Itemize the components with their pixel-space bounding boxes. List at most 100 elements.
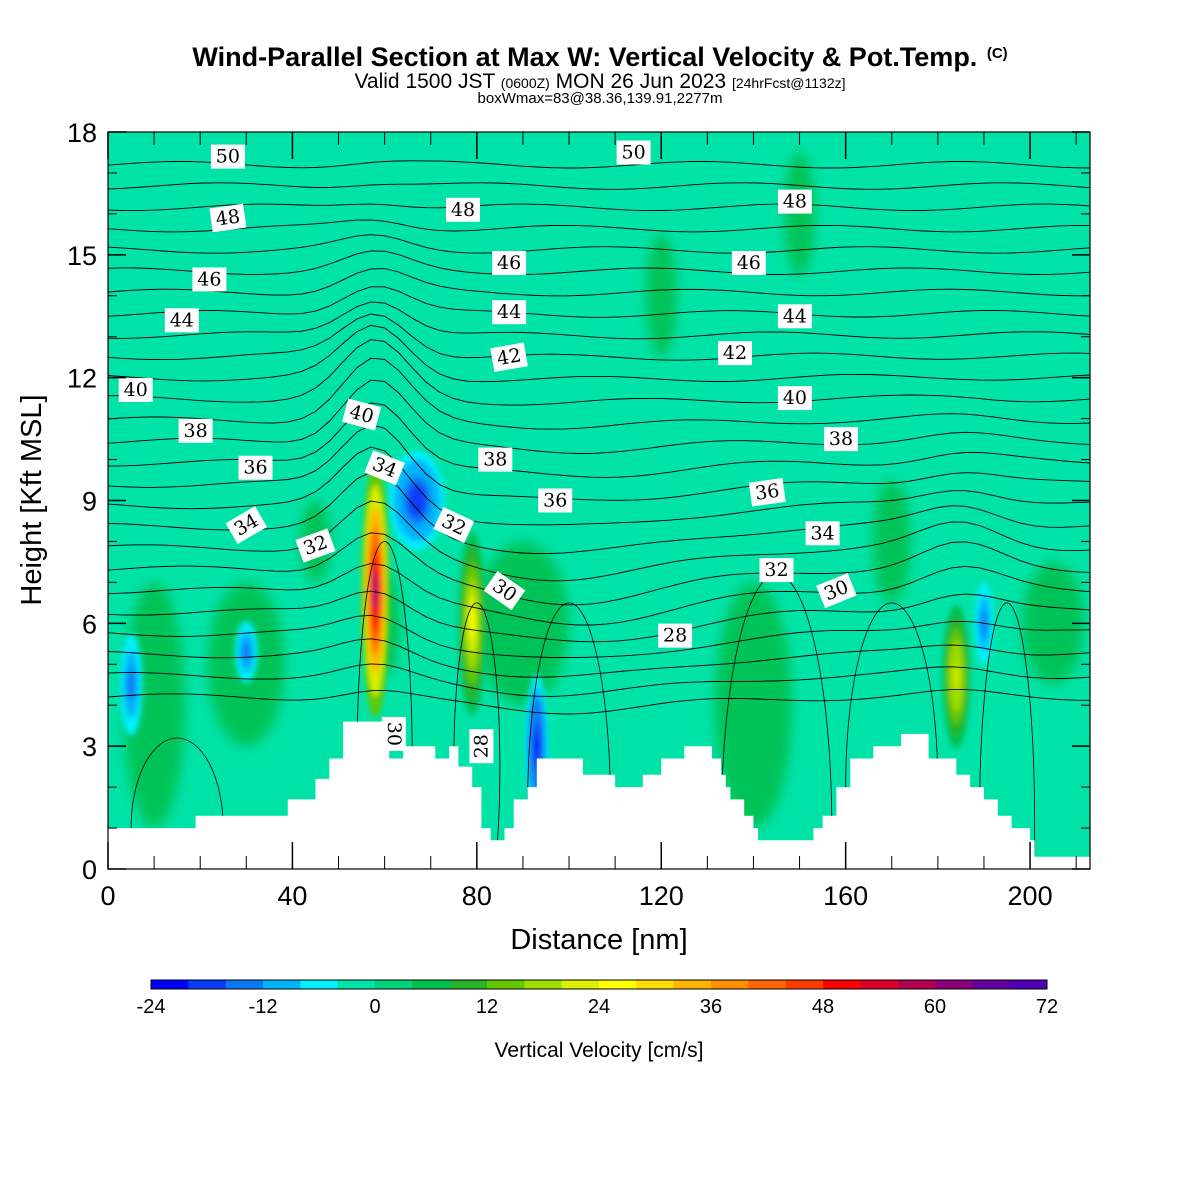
contour-label: 40 <box>118 378 153 402</box>
contour-label-text: 36 <box>243 457 267 479</box>
theta-contour-line <box>108 203 1090 212</box>
theta-contour-line <box>108 219 1090 233</box>
contour-label-text: 38 <box>184 420 208 442</box>
theta-contour-line <box>108 234 1090 254</box>
box-wmax-info: boxWmax=83@38.36,139.91,2277m <box>0 91 1200 107</box>
colorbar-swatch <box>449 980 488 989</box>
contour-label-box <box>816 573 857 609</box>
contour-label-text: 38 <box>829 428 853 450</box>
contour-label-text: 40 <box>124 379 148 401</box>
contour-label-box <box>478 447 513 472</box>
theta-contour-line <box>108 357 1090 430</box>
x-axis-label: Distance [nm] <box>510 924 687 956</box>
contour-label: 48 <box>209 203 247 233</box>
contour-label-text: 40 <box>783 387 807 409</box>
x-tick-label: 80 <box>462 881 492 911</box>
box-wmax-text: boxWmax=83@38.36,139.91,2277m <box>477 90 723 107</box>
contour-label-box <box>718 341 752 366</box>
contour-label-box <box>192 267 227 292</box>
theta-contour-line <box>108 532 1090 606</box>
contour-label-box <box>381 716 406 751</box>
contour-label-text: 36 <box>543 490 567 512</box>
colorbar-swatch <box>151 980 189 989</box>
theta-contour-line <box>108 313 1090 361</box>
colorbar-tick-label: -24 <box>137 996 166 1018</box>
contour-label: 46 <box>492 251 527 275</box>
y-tick-label: 6 <box>82 609 97 639</box>
colorbar-swatch <box>524 980 563 989</box>
contour-label-text: 48 <box>451 199 475 221</box>
contour-label-box <box>777 386 812 411</box>
contour-label: 42 <box>490 342 528 372</box>
theta-contour-line <box>108 500 1090 582</box>
contour-label-text: 46 <box>197 268 221 290</box>
contour-label-text: 28 <box>663 625 687 647</box>
contour-label: 42 <box>718 341 752 366</box>
contour-label: 34 <box>805 521 840 546</box>
theta-contour-line <box>108 663 1090 697</box>
theta-contour-line <box>108 471 1090 555</box>
y-tick-label: 18 <box>67 118 97 148</box>
colorbar-swatch <box>785 980 824 989</box>
y-tick-label: 3 <box>82 732 97 762</box>
contour-label-text: 46 <box>737 252 761 274</box>
theta-contour-line <box>108 324 1090 383</box>
theta-contour-line <box>108 379 1090 454</box>
theta-contour-line <box>108 160 1090 169</box>
contour-label-text: 36 <box>754 480 781 505</box>
y-axis-label: Height [Kft MSL] <box>16 394 48 605</box>
updraft-core-level <box>953 664 959 689</box>
terrain <box>108 721 1090 869</box>
contour-label-text: 44 <box>170 309 194 331</box>
colorbar-swatch <box>599 980 637 989</box>
colorbar-frame <box>150 979 1048 990</box>
contour-label-box <box>164 308 199 333</box>
theta-contour-line <box>108 268 1090 297</box>
colorbar-swatch <box>412 980 451 989</box>
y-tick-label: 9 <box>82 487 97 517</box>
contour-label-text: 28 <box>470 734 492 758</box>
contour-label-box <box>616 140 651 165</box>
updraft-core <box>361 463 390 718</box>
contour-label: 44 <box>164 308 199 333</box>
valid-utc: (0600Z) <box>500 75 550 91</box>
colorbar-swatch <box>748 980 787 989</box>
contour-label: 28 <box>658 623 693 648</box>
downdraft-core <box>234 621 258 683</box>
updraft-core <box>942 604 971 749</box>
ascent-band <box>784 152 815 276</box>
colorbar-tick-label: 12 <box>476 996 498 1018</box>
chart-title: Wind-Parallel Section at Max W: Vertical… <box>0 42 1200 73</box>
colorbar-swatch <box>860 980 899 989</box>
contour-label-box <box>364 450 405 486</box>
contour-label-text: 44 <box>497 301 521 323</box>
contour-label-text: 32 <box>764 559 788 581</box>
downdraft-core <box>119 633 143 736</box>
colorbar-swatch <box>935 980 973 989</box>
contour-label-box <box>490 342 528 372</box>
contour-label-text: 50 <box>622 142 646 164</box>
colorbar-swatch <box>337 980 376 989</box>
downdraft-core-level <box>534 734 539 759</box>
theta-contour-line <box>108 250 1090 275</box>
downdraft-core-level <box>129 676 134 694</box>
contour-label-text: 48 <box>214 205 241 230</box>
colorbar-swatch <box>636 980 675 989</box>
contour-label-box <box>483 571 526 611</box>
updraft-core <box>458 531 487 716</box>
contour-label-box <box>777 304 812 329</box>
updraft-core-level <box>373 569 378 612</box>
y-tick-label: 0 <box>82 855 97 885</box>
contour-label-box <box>178 418 213 443</box>
chart-subtitle: Valid 1500 JST (0600Z) MON 26 Jun 2023 [… <box>0 71 1200 94</box>
contour-label-box <box>295 528 336 563</box>
contour-label-box <box>805 521 840 546</box>
contour-label-box <box>777 189 812 214</box>
colorbar-swatch <box>673 980 712 989</box>
valid-date: MON 26 Jun 2023 <box>555 70 727 93</box>
colorbar-swatch <box>487 980 525 989</box>
contour-label-text: 48 <box>783 191 807 213</box>
contour-label-text: 42 <box>723 342 747 364</box>
